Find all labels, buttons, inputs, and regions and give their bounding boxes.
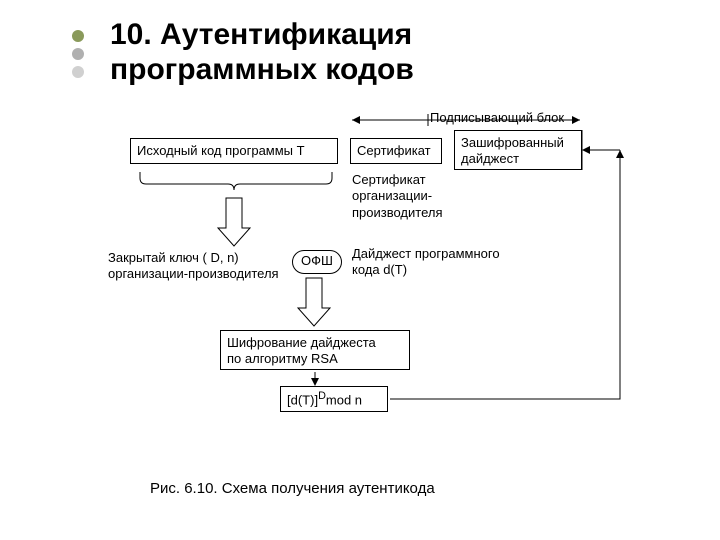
diagram: Подписывающий блок Исходный код программ… xyxy=(90,110,660,450)
title-bullets xyxy=(72,30,84,84)
box-formula: [d(T)]Dmod n xyxy=(280,386,388,412)
bullet-3 xyxy=(72,66,84,78)
box-source-code: Исходный код программы Т xyxy=(130,138,338,164)
bullet-2 xyxy=(72,48,84,60)
formula-sup: D xyxy=(318,390,326,402)
label-private-key: Закрытай ключ ( D, n) организации-произв… xyxy=(108,250,279,283)
box-ofsh: ОФШ xyxy=(292,250,342,274)
formula-right: mod n xyxy=(326,392,362,407)
label-cert-org: Сертификат организации- производителя xyxy=(352,172,443,221)
box-certificate: Сертификат xyxy=(350,138,442,164)
label-signing-block: Подписывающий блок xyxy=(430,110,564,126)
box-rsa-encrypt: Шифрование дайджеста по алгоритму RSA xyxy=(220,330,410,370)
title-line-1: 10. Аутентификация xyxy=(110,18,412,51)
bullet-1 xyxy=(72,30,84,42)
box-encrypted-digest: Зашифрованный дайджест xyxy=(454,130,582,170)
label-digest: Дайджест программного кода d(T) xyxy=(352,246,500,279)
formula-left: [d(T)] xyxy=(287,392,318,407)
title-line-2: программных кодов xyxy=(110,53,414,86)
page-title: 10. Аутентификация программных кодов xyxy=(110,18,414,87)
figure-caption: Рис. 6.10. Схема получения аутентикода xyxy=(150,480,435,497)
